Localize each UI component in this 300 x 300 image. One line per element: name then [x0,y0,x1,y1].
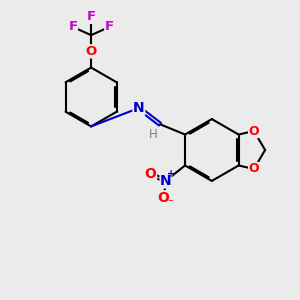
Text: O: O [249,124,259,137]
Text: N: N [133,101,145,115]
Text: ⁻: ⁻ [167,198,173,208]
Text: O: O [249,163,259,176]
Text: F: F [68,20,77,33]
Text: +: + [167,169,175,179]
Text: H: H [149,128,158,141]
Text: O: O [85,45,97,58]
Text: O: O [145,167,157,181]
Text: F: F [86,11,96,23]
Text: O: O [158,191,169,205]
Text: N: N [160,174,172,188]
Text: F: F [105,20,114,33]
